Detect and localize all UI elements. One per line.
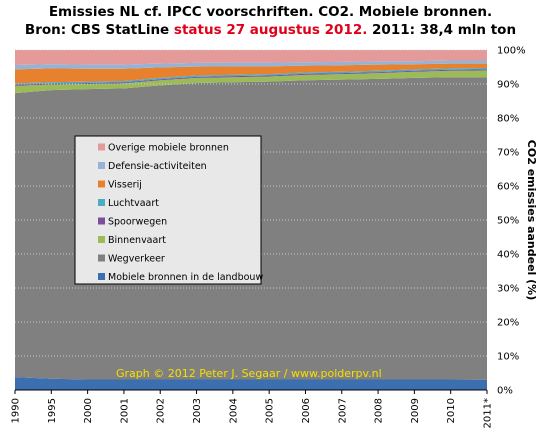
x-tick-label: 2001 — [119, 398, 130, 423]
area-luchtvaart — [15, 68, 487, 85]
x-tick-label: 2009 — [410, 398, 421, 423]
x-tick-label: 2008 — [374, 398, 385, 423]
area-mobiele-bronnen-in-de-landbouw — [15, 377, 487, 390]
x-tick-label: 2003 — [192, 398, 203, 423]
subtitle-total: 2011: 38,4 mln ton — [367, 22, 517, 38]
legend-swatch — [98, 199, 105, 206]
legend-swatch — [98, 273, 105, 280]
y-tick-label: 50% — [497, 216, 519, 227]
legend-label: Visserij — [108, 180, 142, 191]
legend-label: Mobiele bronnen in de landbouw — [108, 272, 263, 283]
x-tick-label: 2006 — [301, 398, 312, 423]
chart-title: Emissies NL cf. IPCC voorschriften. CO2.… — [48, 4, 493, 20]
y-tick-label: 20% — [497, 318, 519, 329]
legend-label: Binnenvaart — [108, 235, 166, 246]
y-tick-label: 40% — [497, 250, 519, 261]
area-overige-mobiele-bronnen — [15, 50, 487, 65]
area-defensie-activiteiten — [15, 60, 487, 70]
area-binnenvaart — [15, 70, 487, 94]
legend-swatch — [98, 162, 105, 169]
y-tick-label: 60% — [497, 182, 519, 193]
legend-swatch — [98, 254, 105, 262]
x-tick-label: 2000 — [83, 398, 94, 423]
x-tick-label: 2007 — [337, 398, 348, 423]
x-axis-ticks: 1990 1995 2000 2001 2002 2003 2004 2005 2006 2007… — [11, 390, 494, 428]
x-tick-label: 1990 — [11, 398, 22, 423]
chart-subtitle: Bron: CBS StatLine status 27 augustus 20… — [0, 22, 541, 38]
subtitle-source: Bron: CBS StatLine — [24, 22, 174, 38]
y-axis-label: CO2 emissies aandeel (%) — [525, 140, 538, 300]
legend-label: Defensie-activiteiten — [108, 161, 207, 172]
y-tick-label: 70% — [497, 148, 519, 159]
legend-box — [74, 135, 262, 285]
y-tick-label: 90% — [497, 80, 519, 91]
y-tick-label: 100% — [497, 46, 526, 57]
legend-swatch — [98, 217, 105, 225]
legend-label: Spoorwegen — [108, 217, 167, 228]
legend: Overige mobiele bronnen Defensie-activite… — [74, 135, 263, 285]
x-tick-label: 2011* — [483, 398, 494, 428]
legend-swatch — [98, 143, 105, 151]
y-tick-label: 80% — [497, 114, 519, 125]
subtitle-status: status 27 augustus 2012. — [173, 22, 368, 38]
legend-swatch — [98, 236, 105, 243]
legend-label: Overige mobiele bronnen — [108, 143, 229, 154]
legend-label: Luchtvaart — [108, 198, 159, 209]
x-tick-label: 2010 — [446, 398, 457, 423]
legend-label: Wegverkeer — [108, 254, 165, 265]
y-axis-ticks: 0% 10% 20% 30% 40% 50% 60% 70% 80% 90% 100% — [497, 46, 526, 397]
graph-credit: Graph © 2012 Peter J. Segaar / www.polde… — [116, 367, 382, 380]
x-tick-label: 1995 — [47, 398, 58, 423]
y-tick-label: 30% — [497, 284, 519, 295]
area-visserij — [15, 63, 487, 84]
legend-swatch — [98, 180, 105, 188]
y-tick-label: 10% — [497, 352, 519, 363]
x-tick-label: 2005 — [265, 398, 276, 423]
y-tick-label: 0% — [497, 386, 513, 397]
x-tick-label: 2004 — [228, 398, 239, 423]
x-tick-label: 2002 — [156, 398, 167, 423]
area-spoorwegen — [15, 69, 487, 86]
